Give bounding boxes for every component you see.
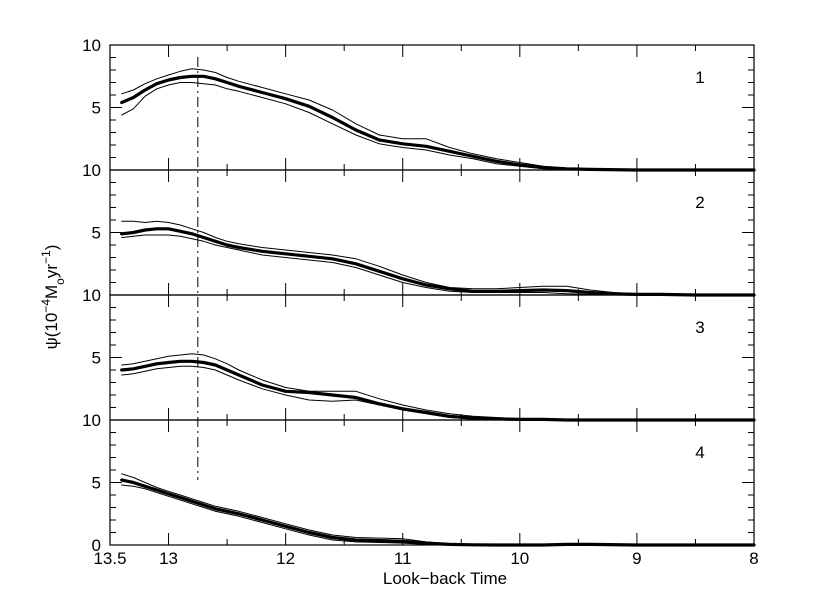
panel-4-lower-curve — [121, 484, 755, 546]
panel-2-upper-curve — [121, 220, 755, 296]
panel-4-mean-curve — [120, 478, 756, 547]
panel-2-ytick-label: 10 — [82, 161, 101, 180]
panel-4-frame — [109, 419, 755, 546]
panel-1-ytick-label: 10 — [82, 36, 101, 55]
y-axis-title-part-1: −4 — [39, 299, 53, 313]
panel-1-ytick-label: 5 — [92, 99, 101, 118]
xtick-label: 13.5 — [93, 549, 126, 568]
y-axis-title-part-3: o — [53, 278, 67, 285]
data-curves — [120, 68, 756, 547]
panel-2-lower-curve — [121, 234, 755, 296]
panel-4-label: 4 — [695, 443, 704, 462]
panel-3-frame — [109, 294, 755, 421]
xtick-label: 9 — [632, 549, 641, 568]
panel-4-ytick-label: 0 — [92, 536, 101, 555]
tick-labels: 10 5 1 10 5 2 10 5 3 10 5 0 4 13.5 13 12 11 10 9 8 — [82, 36, 759, 568]
y-axis-title-part-2: M — [42, 285, 61, 299]
xtick-label: 12 — [276, 549, 295, 568]
xtick-label: 11 — [394, 549, 412, 568]
panel-1-mean-curve — [120, 74, 756, 172]
panel-4-ytick-label: 10 — [82, 411, 101, 430]
panel-2-mean-curve — [120, 227, 756, 297]
x-axis-title: Look−back Time — [383, 569, 507, 588]
panel-4-ytick-label: 5 — [92, 474, 101, 493]
xtick-label: 10 — [510, 549, 529, 568]
panel-3-upper-curve — [121, 353, 755, 421]
panel-2-frame — [109, 169, 755, 296]
panel-3-ytick-label: 10 — [82, 286, 101, 305]
panel-2-label: 2 — [695, 193, 704, 212]
y-axis-title-part-0: ψ(10 — [42, 313, 61, 350]
panel-3-lower-curve — [121, 365, 755, 421]
panel-1-upper-curve — [121, 68, 755, 171]
panel-1-label: 1 — [695, 68, 704, 87]
panel-1-lower-curve — [121, 82, 755, 171]
y-axis-title: ψ(10−4Moyr−1) — [39, 245, 67, 350]
panel-3-ytick-label: 5 — [92, 349, 101, 368]
xtick-label: 13 — [159, 549, 178, 568]
y-axis-title-part-4: yr — [42, 264, 61, 279]
panel-3-label: 3 — [695, 318, 704, 337]
xtick-label: 8 — [749, 549, 758, 568]
panel-2-ytick-label: 5 — [92, 224, 101, 243]
y-axis-title-part-5: −1 — [39, 250, 53, 264]
panel-4-upper-curve — [121, 473, 755, 546]
y-axis-title-part-6: ) — [42, 245, 61, 251]
